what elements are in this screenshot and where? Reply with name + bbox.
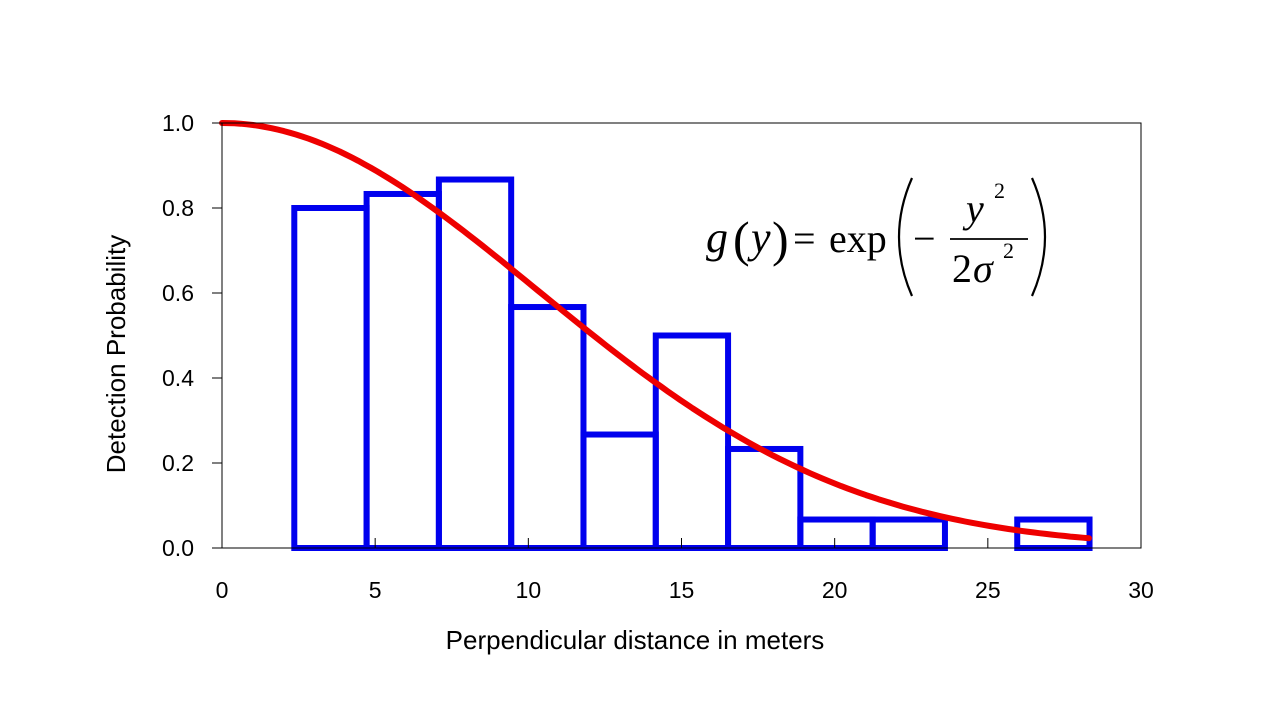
formula-sigma: σ <box>973 246 994 291</box>
histogram-bar <box>291 205 370 551</box>
histogram-bar <box>652 332 732 551</box>
detection-function-formula: g ( y ) = exp − y 2 2 σ 2 <box>706 177 1047 297</box>
histogram-bars <box>291 176 1093 552</box>
formula-minus: − <box>913 216 936 261</box>
y-tick-label: 0.6 <box>162 280 194 306</box>
histogram-bar <box>797 516 876 552</box>
formula-big-close-paren <box>1030 177 1047 297</box>
x-tick-label: 30 <box>1128 577 1154 603</box>
histogram-bar <box>869 516 948 552</box>
histogram-bar <box>580 431 659 551</box>
y-tick-label: 1.0 <box>162 110 194 136</box>
x-tick-label: 5 <box>369 577 382 603</box>
formula-big-open-paren <box>897 177 914 297</box>
y-tick-label: 0.8 <box>162 195 194 221</box>
x-tick-label: 15 <box>669 577 695 603</box>
x-axis-title: Perpendicular distance in meters <box>446 625 825 655</box>
formula-open-paren: ( <box>733 211 750 267</box>
y-tick-label: 0.2 <box>162 450 194 476</box>
formula-equals: = <box>793 216 816 261</box>
formula-numerator-y: y <box>962 186 984 231</box>
histogram-bar <box>363 190 442 551</box>
formula-y: y <box>747 213 771 262</box>
x-tick-label: 20 <box>822 577 848 603</box>
histogram-bar <box>435 176 515 551</box>
formula-g: g <box>706 213 728 262</box>
histogram-bar <box>508 304 587 551</box>
x-axis-ticks: 0 5 10 15 20 25 30 <box>216 538 1154 603</box>
x-tick-label: 0 <box>216 577 229 603</box>
x-tick-label: 25 <box>975 577 1001 603</box>
formula-denominator-two: 2 <box>952 246 972 291</box>
x-tick-label: 10 <box>516 577 542 603</box>
formula-denominator-exponent: 2 <box>1003 238 1014 263</box>
formula-exp: exp <box>829 216 887 261</box>
y-tick-label: 0.0 <box>162 535 194 561</box>
y-axis-title: Detection Probability <box>101 235 131 473</box>
half-normal-curve <box>219 120 1092 542</box>
formula-close-paren: ) <box>772 211 789 267</box>
formula-numerator-exponent: 2 <box>994 178 1005 203</box>
y-tick-label: 0.4 <box>162 365 194 391</box>
y-axis-ticks: 0.0 0.2 0.4 0.6 0.8 1.0 <box>162 110 222 561</box>
